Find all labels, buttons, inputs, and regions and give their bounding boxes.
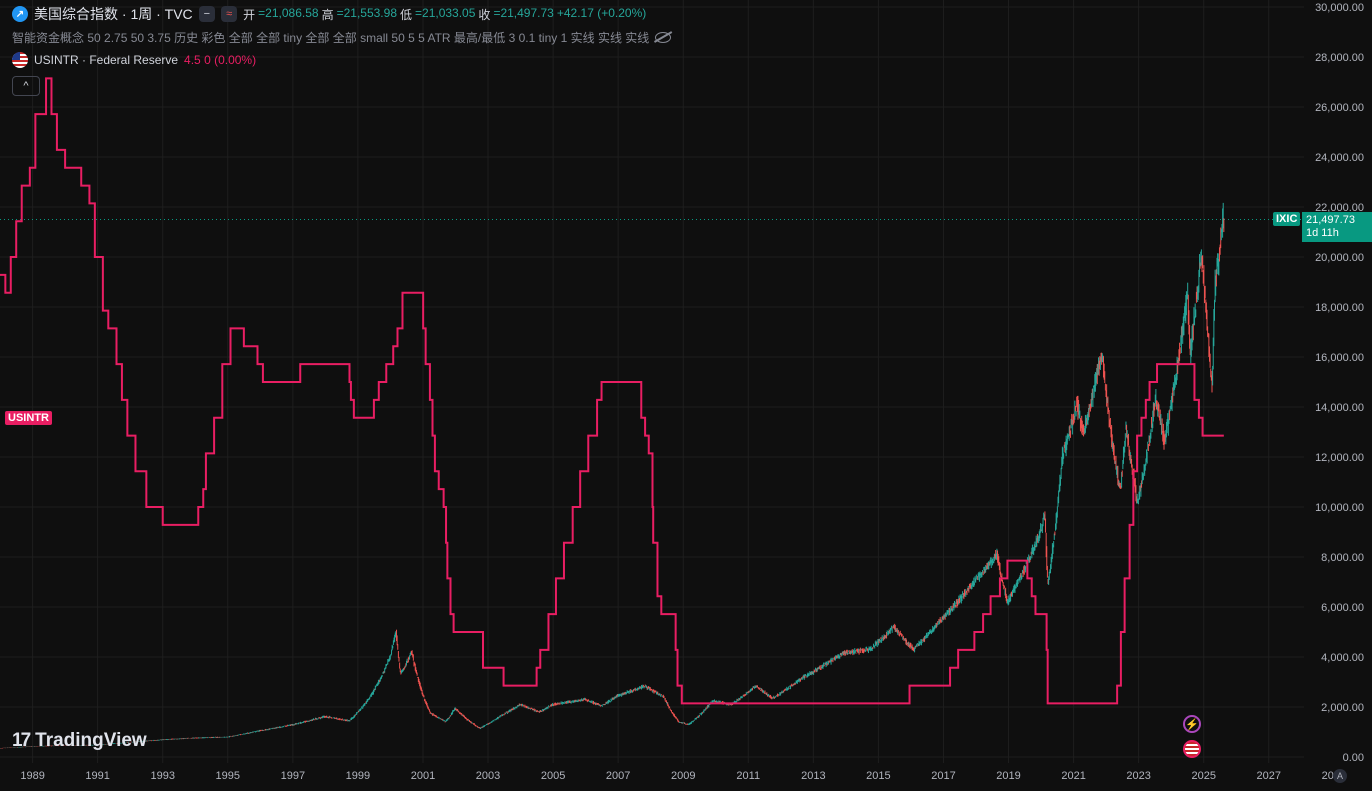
tradingview-brand: TradingView — [35, 730, 147, 751]
ixic-candles — [0, 202, 1225, 749]
time-tick-label: 2013 — [801, 770, 825, 782]
price-tick-label: 26,000.00 — [1315, 102, 1364, 114]
ixic-symbol-tag: IXIC — [1273, 212, 1301, 226]
time-tick-label: 2015 — [866, 770, 890, 782]
low-label: 低 — [400, 7, 413, 22]
event-us-flag-icon[interactable] — [1183, 740, 1201, 758]
lightning-glyph: ⚡ — [1185, 718, 1199, 731]
wave-icon: ≈ — [226, 8, 233, 20]
price-tick-label: 8,000.00 — [1321, 552, 1364, 564]
auto-scale-button[interactable]: A — [1333, 769, 1347, 783]
tradingview-watermark[interactable]: 17 TradingView — [12, 730, 147, 752]
price-tick-label: 16,000.00 — [1315, 352, 1364, 364]
time-tick-label: 1997 — [281, 770, 305, 782]
time-tick-label: 2003 — [476, 770, 500, 782]
last-price-tag: 21,497.73 1d 11h — [1302, 212, 1372, 242]
time-tick-label: 2005 — [541, 770, 565, 782]
us-flag-icon — [12, 52, 28, 68]
time-tick-label: 1989 — [20, 770, 44, 782]
time-tick-label: 1991 — [85, 770, 109, 782]
low-value: =21,033.05 — [415, 5, 476, 20]
price-tick-label: 30,000.00 — [1315, 2, 1364, 14]
price-tick-label: 28,000.00 — [1315, 52, 1364, 64]
price-axis[interactable] — [1304, 0, 1372, 791]
ohlc-values: 开 =21,086.58 高 =21,553.98 低 =21,033.05 收 =21… — [243, 6, 646, 23]
time-tick-label: 2001 — [411, 770, 435, 782]
usintr-line — [0, 77, 1224, 705]
time-tick-label: 1999 — [346, 770, 370, 782]
minus-icon: − — [203, 8, 211, 20]
price-tick-label: 20,000.00 — [1315, 252, 1364, 264]
close-value: =21,497.73 — [493, 5, 554, 20]
time-tick-label: 2021 — [1061, 770, 1085, 782]
symbol-title[interactable]: 美国综合指数 · 1周 · TVC — [34, 6, 193, 22]
auto-scale-label: A — [1336, 771, 1343, 781]
indicator-legend[interactable]: 智能资金概念 50 2.75 50 3.75 历史 彩色 全部 全部 tiny … — [12, 29, 672, 46]
price-tick-label: 10,000.00 — [1315, 502, 1364, 514]
grid-lines — [0, 0, 1335, 763]
tradingview-logo-icon: 17 — [12, 730, 31, 751]
price-tick-label: 2,000.00 — [1321, 702, 1364, 714]
time-tick-label: 2007 — [606, 770, 630, 782]
change-value: +42.17 (+0.20%) — [556, 5, 647, 20]
price-tick-label: 4,000.00 — [1321, 652, 1364, 664]
high-value: =21,553.98 — [336, 5, 397, 20]
time-tick-label: 2023 — [1126, 770, 1150, 782]
last-price-value: 21,497.73 — [1306, 214, 1355, 226]
eye-hidden-icon[interactable] — [655, 32, 672, 43]
time-axis[interactable] — [0, 763, 1372, 791]
overlay-name: USINTR · Federal Reserve — [34, 53, 179, 67]
price-tick-label: 12,000.00 — [1315, 452, 1364, 464]
collapse-legend-button[interactable]: ^ — [12, 76, 40, 96]
close-label: 收 — [478, 7, 491, 22]
time-tick-label: 1995 — [215, 770, 239, 782]
time-tick-label: 2009 — [671, 770, 695, 782]
event-lightning-icon[interactable]: ⚡ — [1183, 715, 1201, 733]
time-axis-labels: 1989 1991 1993 1995 1997 1999 2001 2003 2005 2007… — [20, 770, 1346, 782]
chevron-up-icon: ^ — [23, 80, 29, 92]
price-tick-label: 18,000.00 — [1315, 302, 1364, 314]
symbol-logo-icon: ↗ — [12, 6, 28, 22]
overlay-legend[interactable]: USINTR · Federal Reserve 4.5 0 (0.00%) — [12, 52, 256, 68]
time-tick-label: 2019 — [996, 770, 1020, 782]
visibility-toggle-button[interactable]: − — [198, 6, 216, 22]
price-tick-label: 6,000.00 — [1321, 602, 1364, 614]
time-tick-label: 2011 — [736, 770, 760, 782]
price-tick-label: 24,000.00 — [1315, 152, 1364, 164]
time-tick-label: 1993 — [150, 770, 174, 782]
compare-button[interactable]: ≈ — [221, 6, 238, 22]
price-axis-labels: 0.00 2,000.00 4,000.00 6,000.00 8,000.00 10,0… — [1315, 2, 1364, 764]
bar-countdown: 1d 11h — [1306, 227, 1339, 239]
symbol-header: ↗ 美国综合指数 · 1周 · TVC − ≈ 开 =21,086.58 高 =21… — [12, 4, 646, 24]
usintr-axis-tag: USINTR — [5, 411, 52, 425]
open-value: =21,086.58 — [258, 5, 319, 20]
overlay-values: 4.5 0 (0.00%) — [184, 53, 257, 67]
time-tick-label: 2025 — [1191, 770, 1215, 782]
open-label: 开 — [243, 7, 256, 22]
indicator-params: 智能资金概念 50 2.75 50 3.75 历史 彩色 全部 全部 tiny … — [12, 31, 650, 45]
time-tick-label: 2027 — [1256, 770, 1280, 782]
high-label: 高 — [321, 7, 334, 22]
price-tick-label: 0.00 — [1343, 752, 1364, 764]
price-tick-label: 14,000.00 — [1315, 402, 1364, 414]
price-tick-label: 22,000.00 — [1315, 202, 1364, 214]
time-tick-label: 2017 — [931, 770, 955, 782]
